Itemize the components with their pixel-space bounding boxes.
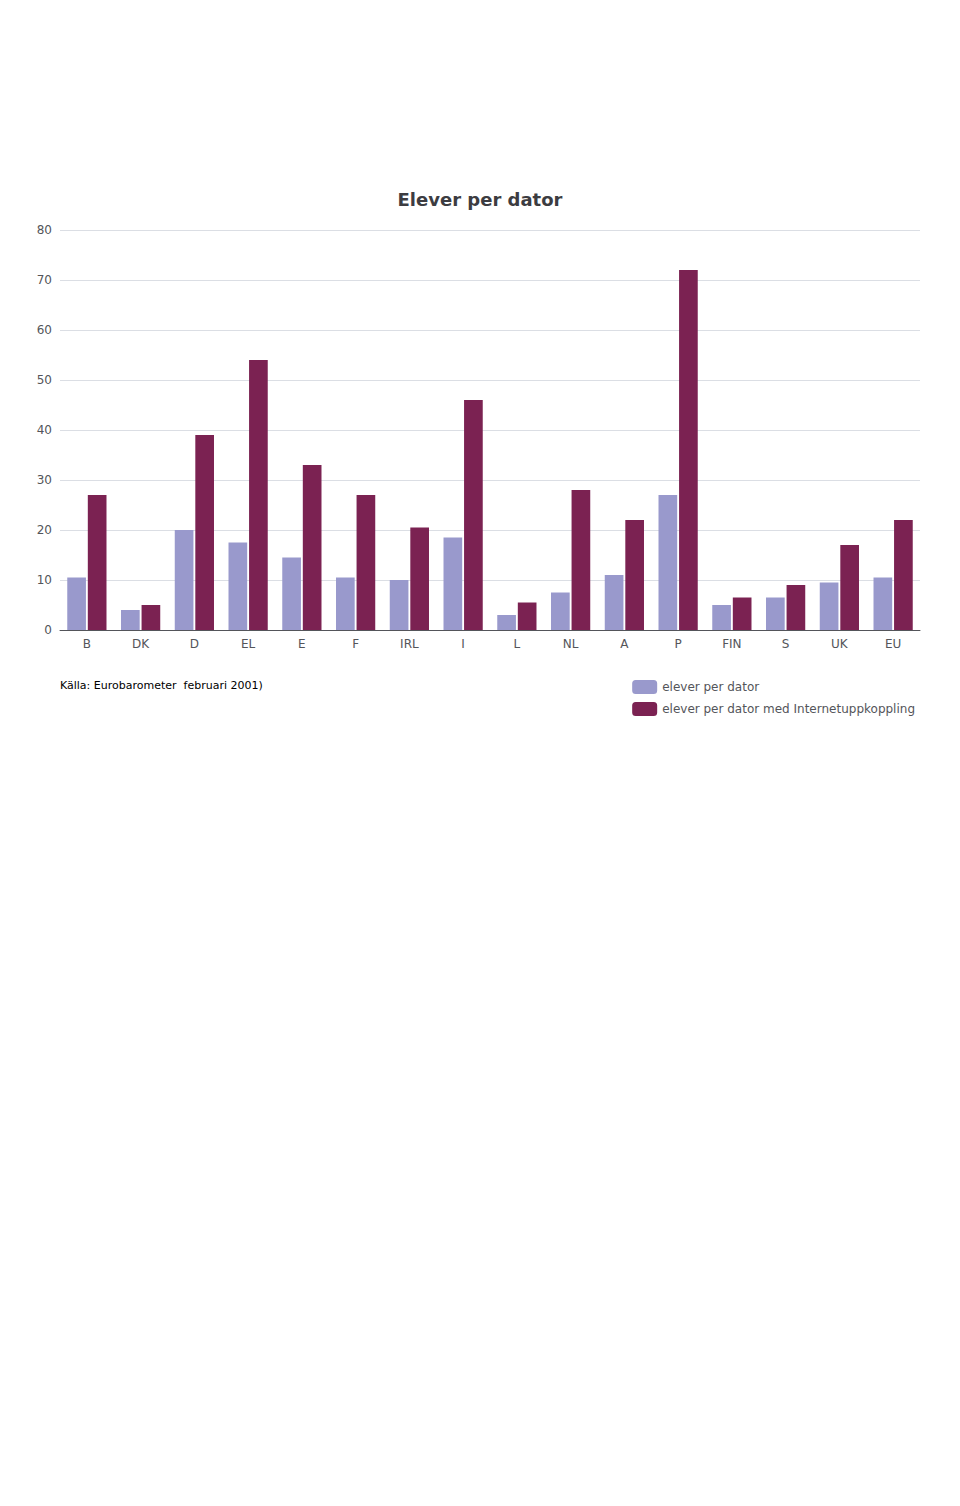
svg-text:10: 10 <box>37 573 52 587</box>
svg-text:A: A <box>620 637 629 651</box>
svg-text:80: 80 <box>37 223 52 237</box>
svg-text:EU: EU <box>885 637 901 651</box>
svg-text:L: L <box>514 637 521 651</box>
svg-text:50: 50 <box>37 373 52 387</box>
svg-text:20: 20 <box>37 523 52 537</box>
svg-text:F: F <box>352 637 359 651</box>
svg-text:40: 40 <box>37 423 52 437</box>
svg-text:S: S <box>782 637 790 651</box>
svg-text:EL: EL <box>241 637 256 651</box>
svg-text:E: E <box>298 637 306 651</box>
svg-text:0: 0 <box>44 623 52 637</box>
svg-text:B: B <box>83 637 91 651</box>
svg-text:Källa: Eurobarometer februari: Källa: Eurobarometer februari 2001) <box>60 679 263 692</box>
svg-text:elever per dator med Internetu: elever per dator med Internetuppkoppling <box>662 702 915 716</box>
svg-text:D: D <box>190 637 199 651</box>
svg-text:P: P <box>675 637 682 651</box>
svg-text:NL: NL <box>563 637 579 651</box>
svg-text:UK: UK <box>831 637 849 651</box>
svg-text:DK: DK <box>132 637 150 651</box>
svg-text:FIN: FIN <box>722 637 741 651</box>
svg-text:30: 30 <box>37 473 52 487</box>
svg-text:60: 60 <box>37 323 52 337</box>
svg-text:IRL: IRL <box>400 637 419 651</box>
svg-text:elever per dator: elever per dator <box>662 680 759 694</box>
svg-text:Elever per dator: Elever per dator <box>398 189 563 210</box>
svg-text:70: 70 <box>37 273 52 287</box>
svg-text:I: I <box>461 637 465 651</box>
